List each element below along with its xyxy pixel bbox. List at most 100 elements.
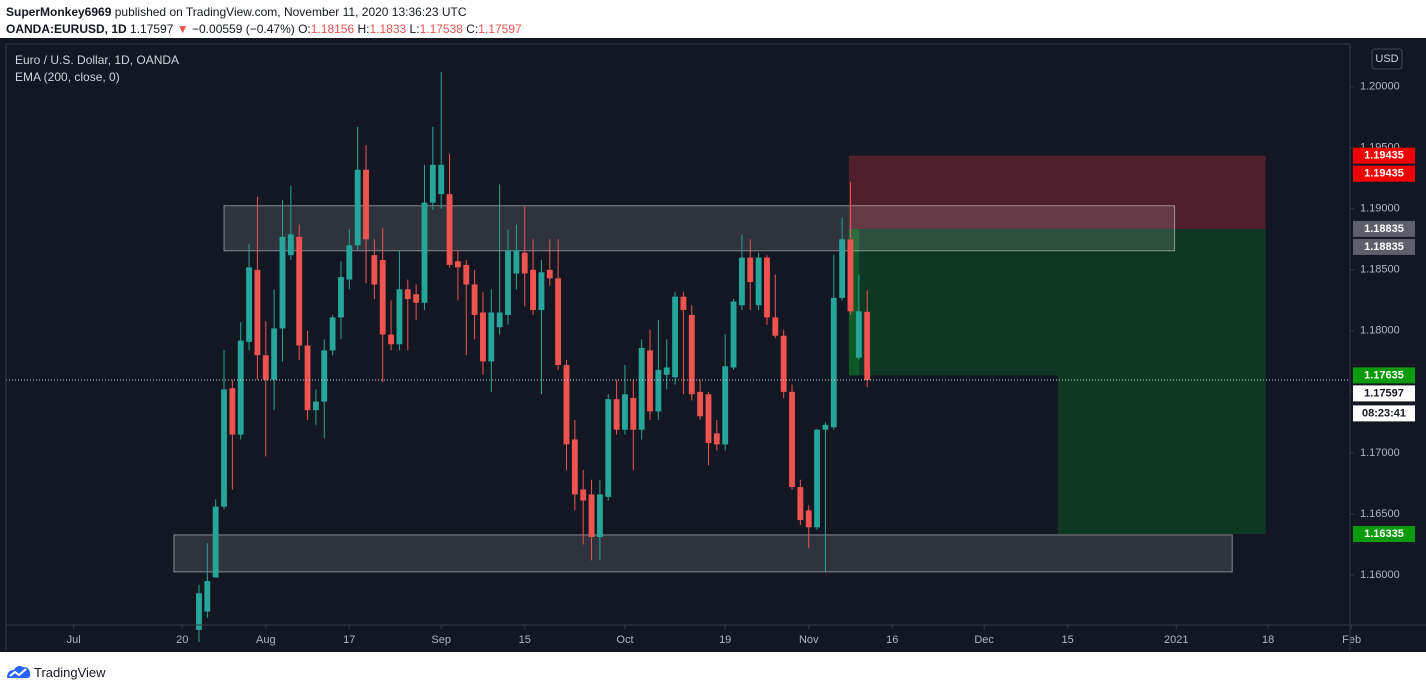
body — [630, 397, 637, 430]
body — [789, 391, 795, 488]
y-tick-label: 1.17000 — [1360, 447, 1400, 459]
body — [304, 345, 311, 411]
h-val: 1.1833 — [369, 22, 407, 36]
body — [546, 269, 553, 279]
body — [797, 487, 804, 521]
l-val: 1.17538 — [419, 22, 463, 36]
x-tick-label: 17 — [343, 634, 355, 646]
y-tick-label: 1.20000 — [1360, 81, 1400, 93]
body — [196, 593, 202, 630]
body — [287, 234, 294, 256]
brand[interactable]: TradingView — [34, 665, 106, 680]
realized-zone — [848, 228, 860, 376]
target-zone — [1057, 375, 1266, 535]
body — [429, 164, 436, 203]
c-key: C: — [466, 22, 479, 36]
body — [413, 294, 420, 303]
body — [480, 312, 486, 362]
entry-label-box — [1353, 220, 1415, 237]
body — [212, 506, 219, 578]
x-tick-label: Feb — [1342, 634, 1361, 646]
entry-label-box — [1353, 238, 1415, 255]
x-tick-label: Jul — [67, 634, 81, 646]
chart: 1.160001.165001.170001.175001.180001.185… — [0, 38, 1426, 652]
logo — [7, 666, 31, 678]
stop-label: 1.19435 — [1364, 150, 1404, 162]
body — [764, 257, 770, 318]
entry-label: 1.18835 — [1364, 241, 1404, 253]
c-val: 1.17597 — [478, 22, 522, 36]
o-val: 1.18156 — [310, 22, 355, 36]
body — [354, 169, 361, 246]
x-tick-label: 15 — [1062, 634, 1074, 646]
h-key: H: — [357, 22, 370, 36]
currency[interactable]: USD — [1375, 53, 1398, 65]
countdown-label: 08:23:41 — [1362, 407, 1406, 419]
x-tick-label: 16 — [886, 634, 898, 646]
stop-label: 1.19435 — [1364, 168, 1404, 180]
body — [622, 394, 628, 430]
body — [738, 257, 745, 306]
sr-zone — [173, 534, 1233, 573]
l-key: L: — [409, 22, 420, 36]
body — [363, 169, 369, 240]
body — [454, 261, 461, 268]
y-tick-label: 1.19000 — [1360, 203, 1400, 215]
chart-bg — [0, 38, 1426, 652]
body — [847, 239, 854, 312]
body — [680, 296, 687, 311]
body — [279, 236, 286, 329]
body — [822, 424, 829, 430]
o-key: O: — [298, 22, 311, 36]
body — [338, 277, 344, 318]
body — [571, 439, 578, 495]
stop-label-box — [1353, 165, 1415, 182]
y-tick-label: 1.16500 — [1360, 508, 1400, 520]
body — [312, 401, 319, 411]
body — [221, 389, 227, 507]
body — [530, 269, 536, 311]
body — [697, 391, 704, 417]
author[interactable]: SuperMonkey6969 — [6, 5, 112, 19]
last-price-label-box — [1353, 385, 1415, 402]
symbol: OANDA:EURUSD, 1D — [6, 22, 127, 36]
x-tick-label: Oct — [616, 634, 633, 646]
body — [237, 340, 244, 435]
body — [672, 296, 678, 378]
body — [663, 367, 670, 375]
currency-button[interactable] — [1371, 48, 1403, 70]
body — [780, 335, 787, 392]
body — [404, 289, 411, 300]
indicator[interactable]: EMA (200, close, 0) — [15, 70, 120, 84]
x-tick-label: Dec — [974, 634, 994, 646]
last: 1.17597 — [130, 22, 174, 36]
x-tick-label: Sep — [431, 634, 451, 646]
y-tick-label: 1.18000 — [1360, 325, 1400, 337]
body — [421, 202, 428, 303]
body — [839, 239, 846, 298]
body — [271, 328, 278, 380]
body — [638, 347, 645, 430]
last-price-label: 1.17597 — [1364, 387, 1404, 399]
publish-line: SuperMonkey6969 published on TradingView… — [6, 5, 467, 19]
body — [805, 510, 812, 528]
x-tick-label: Aug — [256, 634, 276, 646]
target-label: 1.16335 — [1364, 528, 1404, 540]
body — [463, 264, 470, 285]
body — [446, 194, 453, 265]
body — [254, 269, 261, 356]
target-label-box — [1353, 526, 1415, 543]
body — [262, 355, 269, 380]
x-tick-label: 18 — [1262, 634, 1274, 646]
entry-label: 1.18835 — [1364, 223, 1404, 235]
body — [713, 433, 720, 445]
published: published on TradingView.com, November 1… — [114, 5, 467, 19]
body — [371, 255, 378, 285]
body — [705, 394, 712, 444]
body — [246, 267, 252, 342]
body — [388, 334, 394, 345]
stop-label-box — [1353, 147, 1415, 164]
body — [396, 289, 403, 345]
body — [296, 236, 303, 346]
body — [855, 311, 862, 358]
